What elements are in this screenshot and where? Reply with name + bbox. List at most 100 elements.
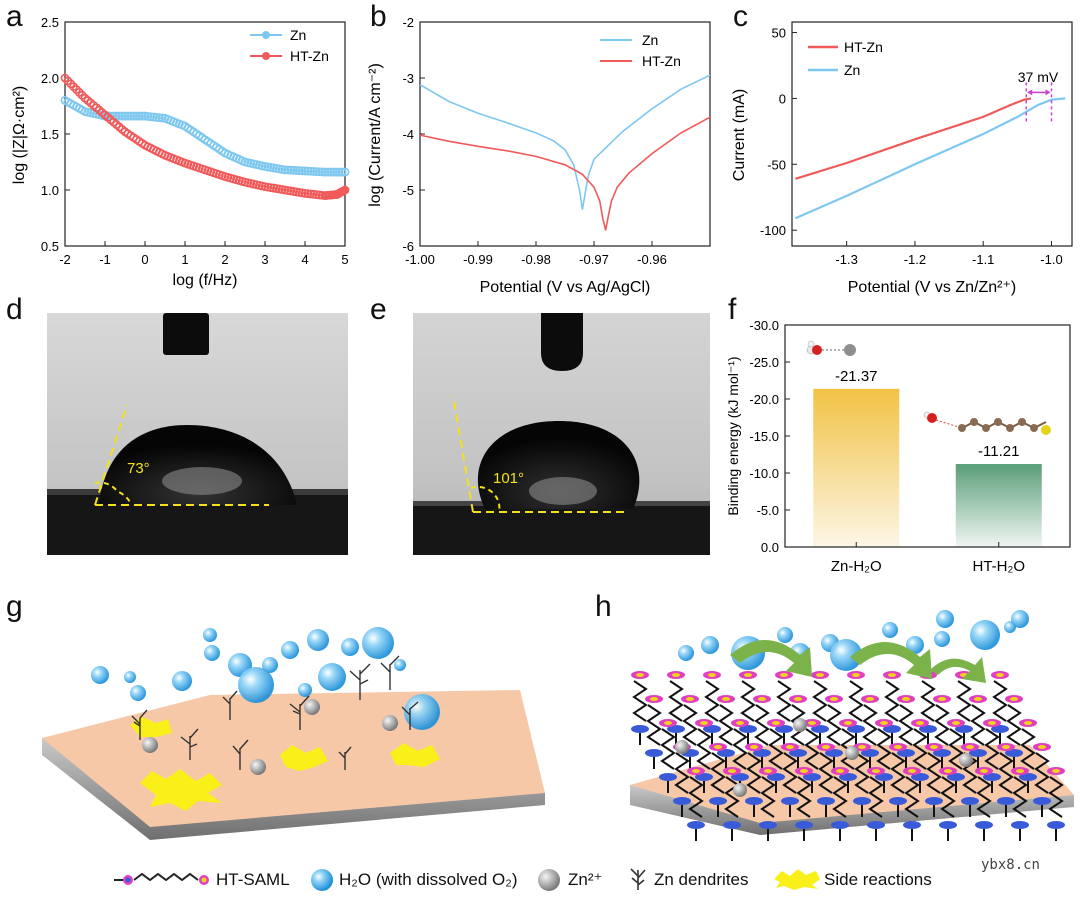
haml-anchor	[853, 797, 871, 805]
plot-frame-c	[791, 21, 1073, 247]
schematic-g	[42, 627, 545, 840]
angle-label-d: 73°	[127, 460, 150, 477]
haml-anchor	[867, 821, 885, 829]
panel-label-h: h	[595, 590, 612, 623]
point-a-zn	[337, 167, 347, 177]
zn-dendrites-g	[131, 655, 419, 770]
haml-anchor	[687, 821, 705, 829]
watermark: ybx8.cn	[980, 857, 1040, 873]
haml-anchor	[925, 797, 943, 805]
schematic-h	[630, 610, 1074, 841]
haml-chain	[760, 776, 776, 818]
y-tick-label-f: -10.0	[749, 466, 779, 481]
haml-chain	[992, 680, 1008, 722]
y-tick-label-a: 2.5	[41, 15, 59, 30]
water-bubble	[906, 636, 924, 654]
panel-label-f: f	[728, 293, 737, 326]
point-a-zn	[120, 111, 130, 121]
chart-a: 0.5 1.0 1.5 2.0 2.5 -2 -1 0 1 2 3 4 5 Zn HT-Zn log …	[11, 15, 350, 289]
haml-anchor	[659, 773, 677, 781]
needle-e	[541, 313, 583, 371]
point-a-zn	[306, 166, 316, 176]
haml-chain	[710, 752, 726, 794]
haml-chain	[890, 752, 906, 794]
haml-anchor	[703, 725, 721, 733]
haml-anchor	[709, 797, 727, 805]
water-bubble	[678, 645, 694, 661]
point-a-zn	[329, 167, 338, 177]
dendrite-icon	[630, 868, 646, 890]
haml-anchor	[1033, 797, 1051, 805]
haml-anchor	[889, 797, 907, 805]
water-bubble	[238, 667, 274, 703]
haml-anchor	[695, 773, 713, 781]
water-bubble	[936, 610, 954, 628]
water-bubble	[281, 641, 299, 659]
water-bubble	[362, 627, 394, 659]
haml-chain	[832, 776, 848, 818]
haml-anchor	[975, 821, 993, 829]
x-axis-label-c: Potential (V vs Zn/Zn²⁺)	[848, 279, 1017, 296]
haml-anchor	[861, 749, 879, 757]
haml-anchor	[753, 749, 771, 757]
haml-anchor	[839, 773, 857, 781]
point-a-zn	[134, 111, 144, 121]
haml-anchor	[883, 725, 901, 733]
x-axis-label-b: Potential (V vs Ag/AgCl)	[480, 279, 651, 296]
chart-f: 0.0 -5.0 -10.0 -15.0 -20.0 -25.0 -30.0 -21.37 -…	[725, 318, 1071, 575]
haml-chain	[926, 752, 942, 794]
haml-chain	[704, 680, 720, 722]
haml-chain	[940, 776, 956, 818]
point-a-zn	[323, 167, 333, 177]
haml-anchor	[731, 773, 749, 781]
y-tick-label-a: 2.0	[41, 71, 59, 86]
substrate-e	[413, 501, 710, 555]
haml-anchor	[933, 749, 951, 757]
point-a-zn	[309, 167, 318, 176]
point-a-zn	[286, 165, 296, 175]
panel-label-a: a	[6, 0, 23, 33]
bar-value-label-f: -11.21	[978, 443, 1019, 460]
haml-anchor	[767, 773, 785, 781]
contact-angle-lines-d	[94, 404, 269, 506]
zn-ion-icon	[538, 869, 560, 891]
legend-c: HT-Zn Zn	[808, 39, 883, 78]
x-tick-label-a: 2	[221, 252, 228, 267]
angle-label-e: 101°	[493, 470, 524, 487]
molecule-zn-h2o-icon	[806, 340, 856, 356]
y-tick-label-c: 50	[772, 26, 786, 41]
point-a-zn	[340, 167, 350, 177]
water-bubble	[777, 627, 793, 643]
haml-anchor	[911, 773, 929, 781]
side-reaction-icon	[774, 869, 820, 890]
haml-chain	[1006, 704, 1022, 746]
haml-chain	[632, 680, 648, 722]
water-bubble	[701, 636, 719, 654]
bar-value-label-f: -21.37	[835, 368, 878, 385]
contact-angle-photo-d: 73°	[47, 313, 348, 555]
haml-chain	[768, 728, 784, 770]
y-axis-label-f: Binding energy (kJ mol⁻¹)	[725, 356, 741, 515]
legend-b-zn: Zn	[642, 32, 658, 48]
droplet-e	[477, 421, 640, 509]
x-axis-label-a: log (f/Hz)	[173, 272, 238, 289]
water-bubble	[298, 683, 312, 697]
haml-anchor	[645, 749, 663, 757]
contact-angle-lines-e	[452, 395, 625, 513]
haml-anchor	[803, 773, 821, 781]
haml-chain	[862, 704, 878, 746]
haml-chain	[1020, 728, 1036, 770]
legend-haml-label: HT-SAML	[216, 870, 290, 889]
blocked-arrows-h	[730, 640, 986, 683]
haml-chain	[898, 704, 914, 746]
water-bubble	[262, 657, 278, 673]
y-tick-label-f: -20.0	[749, 392, 779, 407]
series-b-zn	[419, 74, 711, 210]
legend-c-htzn: HT-Zn	[844, 39, 883, 55]
point-a-zn	[300, 166, 310, 176]
water-bubble	[318, 663, 346, 691]
haml-chain	[956, 680, 972, 722]
legend-zn-label: Zn²⁺	[568, 870, 603, 889]
side-reaction-icons	[130, 717, 440, 811]
panel-label-c: c	[733, 0, 748, 33]
